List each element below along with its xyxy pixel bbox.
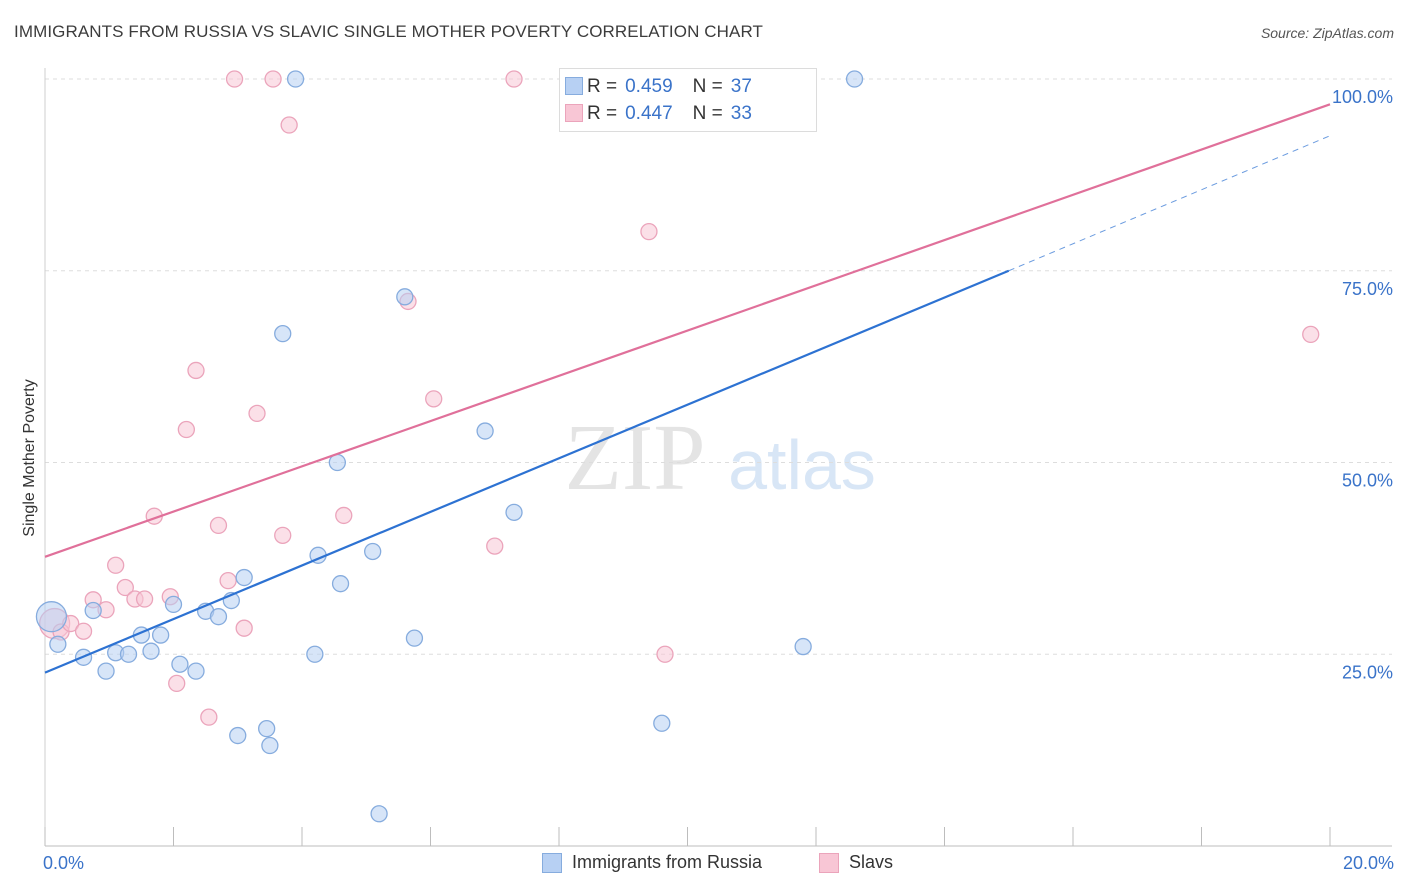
data-point xyxy=(142,642,160,660)
data-point xyxy=(200,708,218,726)
legend-item-russia[interactable]: Immigrants from Russia xyxy=(542,852,762,873)
gridlines xyxy=(45,78,1392,655)
data-point xyxy=(258,719,276,738)
data-point xyxy=(187,361,205,380)
data-point xyxy=(364,542,382,561)
russia-trend-extension xyxy=(1008,135,1331,272)
slavs-swatch xyxy=(565,104,583,122)
n-value: 33 xyxy=(730,103,752,124)
data-point xyxy=(274,526,292,545)
data-point xyxy=(476,422,494,440)
slavs-points xyxy=(38,70,1320,726)
russia-trend-line xyxy=(44,269,1010,674)
r-value: 0.459 xyxy=(625,76,673,97)
watermark-atlas: atlas xyxy=(728,426,876,504)
russia-swatch xyxy=(542,852,562,873)
x-tick-label: 20.0% xyxy=(1343,853,1394,873)
data-point xyxy=(306,645,324,663)
data-point xyxy=(235,568,253,587)
data-point xyxy=(151,626,170,644)
r-value: 0.447 xyxy=(625,103,673,124)
data-point xyxy=(225,70,244,88)
data-point xyxy=(331,575,350,593)
legend-row-russia: R = 0.459 N = 37 xyxy=(565,75,752,99)
data-point xyxy=(49,635,67,653)
data-point xyxy=(35,601,68,633)
x-tick-label: 0.0% xyxy=(43,853,84,873)
legend-item-slavs[interactable]: Slavs xyxy=(819,852,893,873)
data-point xyxy=(286,70,305,88)
r-label: R = xyxy=(587,103,618,124)
y-tick-label: 100.0% xyxy=(1332,87,1393,107)
trend-lines xyxy=(44,103,1331,674)
data-point xyxy=(640,222,658,241)
n-label: N = xyxy=(692,76,723,97)
r-label: R = xyxy=(587,76,618,97)
n-label: N = xyxy=(692,103,723,124)
data-point xyxy=(229,726,247,745)
data-point xyxy=(396,288,414,306)
data-point xyxy=(653,714,671,732)
watermark-zip: ZIP xyxy=(565,406,706,510)
data-point xyxy=(370,805,388,823)
data-point xyxy=(177,420,196,439)
correlation-legend: R = 0.459 N = 37 R = 0.447 N = 33 xyxy=(559,68,817,132)
russia-points xyxy=(35,70,864,823)
data-point xyxy=(335,506,353,525)
legend-label: Slavs xyxy=(849,852,894,872)
data-point xyxy=(84,601,102,620)
data-point xyxy=(209,608,228,626)
data-point xyxy=(187,662,205,680)
data-point xyxy=(235,619,253,637)
tick-labels: 25.0% 50.0% 75.0% 100.0% 0.0% 20.0% xyxy=(43,87,1394,873)
y-tick-label: 25.0% xyxy=(1342,662,1393,682)
data-point xyxy=(116,578,134,597)
data-point xyxy=(135,590,154,608)
data-point xyxy=(1302,325,1320,344)
data-point xyxy=(486,537,504,555)
chart-title: IMMIGRANTS FROM RUSSIA VS SLAVIC SINGLE … xyxy=(14,22,764,41)
data-point xyxy=(248,404,266,423)
data-point xyxy=(656,645,674,663)
data-point xyxy=(164,595,183,614)
source-label: Source: ZipAtlas.com xyxy=(1260,25,1394,41)
data-point xyxy=(405,629,424,647)
data-point xyxy=(219,571,237,590)
data-point xyxy=(274,324,292,343)
data-point xyxy=(209,516,228,535)
slavs-trend-line xyxy=(44,103,1331,558)
legend-row-slavs: R = 0.447 N = 33 xyxy=(565,102,752,126)
series-legend: Immigrants from Russia Slavs xyxy=(0,852,1406,878)
data-point xyxy=(425,390,443,408)
data-point xyxy=(845,70,864,88)
n-value: 37 xyxy=(730,76,752,97)
data-point xyxy=(171,655,189,673)
x-axis xyxy=(44,68,1392,847)
legend-label: Immigrants from Russia xyxy=(572,852,763,872)
data-point xyxy=(107,556,125,574)
data-point xyxy=(264,70,282,88)
data-point xyxy=(505,503,523,522)
data-point xyxy=(168,674,186,693)
data-point xyxy=(74,622,93,640)
russia-swatch xyxy=(565,77,583,95)
slavs-swatch xyxy=(819,852,839,873)
data-point xyxy=(119,645,138,663)
y-tick-label: 50.0% xyxy=(1342,471,1393,491)
data-point xyxy=(794,637,812,656)
data-point xyxy=(505,70,523,88)
data-point xyxy=(280,116,298,134)
y-tick-label: 75.0% xyxy=(1342,279,1393,299)
data-point xyxy=(97,662,115,680)
data-point xyxy=(261,736,279,755)
